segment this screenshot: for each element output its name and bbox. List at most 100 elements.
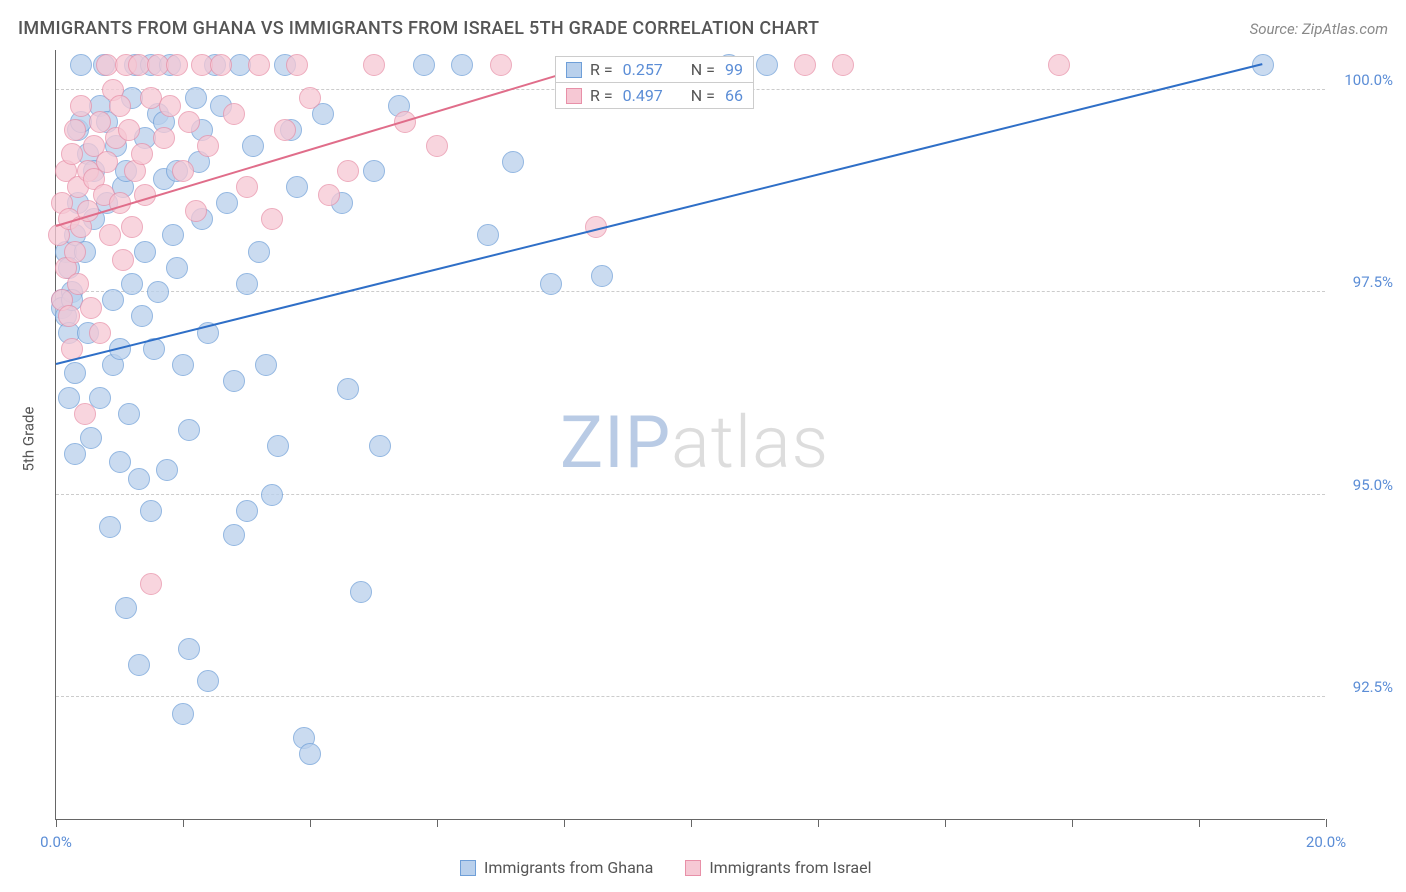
title-bar: IMMIGRANTS FROM GHANA VS IMMIGRANTS FROM… [18, 18, 1388, 39]
data-point [64, 443, 86, 465]
data-point [286, 176, 308, 198]
data-point [153, 127, 175, 149]
data-point [591, 265, 613, 287]
data-point [96, 151, 118, 173]
scatter-plot: 92.5%95.0%97.5%100.0%0.0%20.0% [55, 50, 1325, 820]
x-tick-mark [183, 819, 184, 827]
data-point [413, 54, 435, 76]
data-point [363, 54, 385, 76]
legend-label: Immigrants from Israel [709, 858, 871, 877]
data-point [131, 143, 153, 165]
r-label: R = [590, 60, 613, 79]
data-point [426, 135, 448, 157]
data-point [70, 54, 92, 76]
legend-swatch [685, 860, 701, 876]
data-point [363, 160, 385, 182]
x-tick-mark [437, 819, 438, 827]
data-point [267, 435, 289, 457]
data-point [299, 87, 321, 109]
chart-title: IMMIGRANTS FROM GHANA VS IMMIGRANTS FROM… [18, 18, 819, 39]
data-point [172, 354, 194, 376]
y-axis-title: 5th Grade [19, 407, 37, 472]
data-point [89, 387, 111, 409]
data-point [74, 403, 96, 425]
stats-row: R =0.497N =66 [556, 82, 753, 108]
x-tick-mark [1072, 819, 1073, 827]
data-point [210, 54, 232, 76]
data-point [140, 573, 162, 595]
source-attribution: Source: ZipAtlas.com [1250, 20, 1388, 38]
legend-item: Immigrants from Israel [685, 858, 871, 877]
data-point [80, 297, 102, 319]
x-tick-mark [1199, 819, 1200, 827]
data-point [64, 119, 86, 141]
data-point [197, 670, 219, 692]
data-point [223, 524, 245, 546]
data-point [159, 95, 181, 117]
data-point [832, 54, 854, 76]
stats-row: R = 0.257 N = 99 [556, 57, 753, 82]
y-tick-label: 95.0% [1353, 476, 1393, 494]
data-point [166, 54, 188, 76]
data-point [223, 370, 245, 392]
data-point [318, 184, 340, 206]
data-point [369, 435, 391, 457]
x-tick-label: 20.0% [1306, 833, 1346, 851]
data-point [236, 176, 258, 198]
x-tick-label: 0.0% [40, 833, 72, 851]
data-point [140, 500, 162, 522]
legend-label: Immigrants from Ghana [484, 858, 653, 877]
data-point [242, 135, 264, 157]
data-point [128, 654, 150, 676]
data-point [70, 95, 92, 117]
legend-swatch [566, 88, 582, 104]
legend-item: Immigrants from Ghana [460, 858, 653, 877]
correlation-stats-box: R = 0.257 N = 99 R =0.497N =66 [555, 56, 754, 109]
data-point [172, 160, 194, 182]
data-point [350, 581, 372, 603]
data-point [80, 427, 102, 449]
n-value: 99 [725, 60, 743, 79]
r-label: R = [590, 86, 613, 105]
data-point [172, 703, 194, 725]
data-point [134, 241, 156, 263]
r-value: 0.257 [623, 60, 663, 79]
data-point [102, 289, 124, 311]
data-point [64, 241, 86, 263]
gridline [56, 494, 1325, 495]
legend-swatch [460, 860, 476, 876]
n-label: N = [691, 86, 715, 105]
data-point [216, 192, 238, 214]
legend-swatch [566, 62, 582, 78]
data-point [147, 281, 169, 303]
data-point [223, 103, 245, 125]
data-point [540, 273, 562, 295]
data-point [162, 224, 184, 246]
data-point [89, 322, 111, 344]
data-point [112, 249, 134, 271]
data-point [109, 451, 131, 473]
series-legend: Immigrants from Ghana Immigrants from Isr… [460, 858, 871, 877]
data-point [756, 54, 778, 76]
data-point [121, 273, 143, 295]
x-tick-mark [945, 819, 946, 827]
data-point [131, 305, 153, 327]
data-point [118, 119, 140, 141]
data-point [490, 54, 512, 76]
x-tick-mark [310, 819, 311, 827]
data-point [261, 208, 283, 230]
x-tick-mark [1326, 819, 1327, 827]
data-point [99, 224, 121, 246]
data-point [156, 459, 178, 481]
x-tick-mark [818, 819, 819, 827]
data-point [121, 216, 143, 238]
data-point [286, 54, 308, 76]
source-name: ZipAtlas.com [1302, 20, 1388, 38]
source-label: Source: [1250, 20, 1302, 38]
n-label: N = [691, 60, 715, 79]
x-tick-mark [564, 819, 565, 827]
data-point [115, 597, 137, 619]
data-point [178, 419, 200, 441]
data-point [64, 362, 86, 384]
data-point [299, 743, 321, 765]
